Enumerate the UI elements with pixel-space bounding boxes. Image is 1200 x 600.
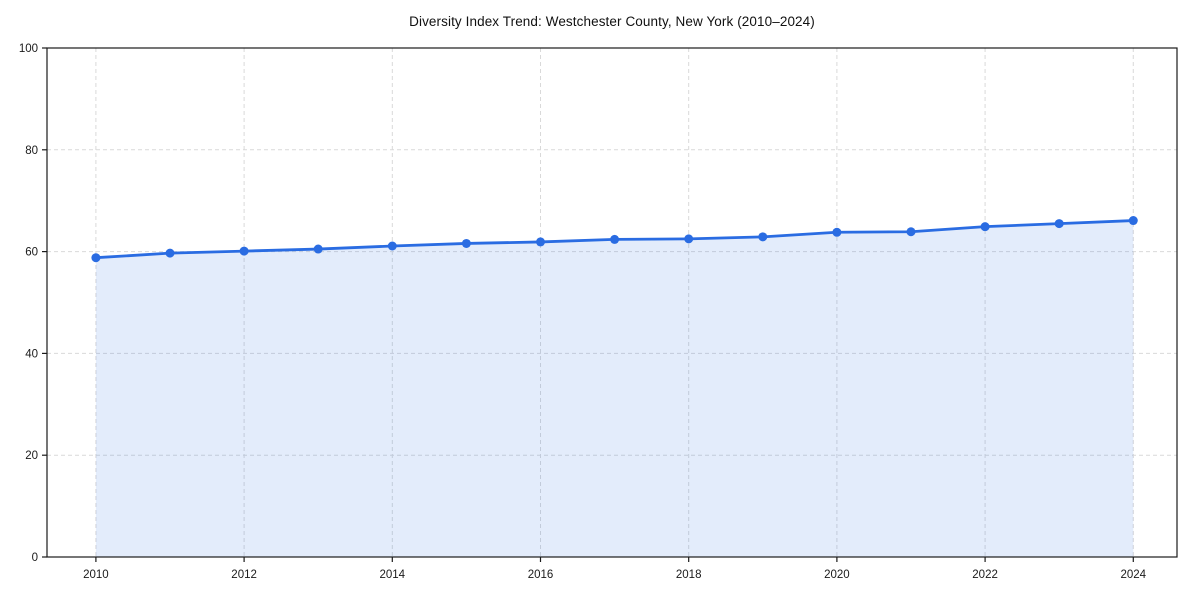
y-axis-tick-label: 20 bbox=[25, 450, 38, 462]
x-axis-tick-label: 2012 bbox=[231, 569, 257, 581]
x-axis-tick-label: 2018 bbox=[676, 569, 702, 581]
data-point bbox=[165, 248, 175, 258]
y-axis-tick-label: 100 bbox=[19, 43, 38, 55]
data-point bbox=[684, 234, 694, 244]
data-point bbox=[832, 227, 842, 237]
data-point bbox=[758, 232, 768, 242]
data-point bbox=[1128, 216, 1138, 226]
chart-title: Diversity Index Trend: Westchester Count… bbox=[409, 14, 815, 29]
y-axis-tick-label: 80 bbox=[25, 145, 38, 157]
x-axis-tick-label: 2024 bbox=[1120, 569, 1146, 581]
data-point bbox=[1054, 219, 1064, 229]
x-axis-tick-label: 2014 bbox=[380, 569, 406, 581]
x-axis-tick-label: 2020 bbox=[824, 569, 850, 581]
area-fill bbox=[95, 220, 1134, 557]
y-axis-tick-label: 60 bbox=[25, 247, 38, 259]
data-point bbox=[387, 241, 397, 251]
x-axis-tick-label: 2010 bbox=[83, 569, 109, 581]
data-point bbox=[461, 238, 471, 248]
plot-frame bbox=[46, 47, 1178, 558]
data-point bbox=[980, 222, 990, 232]
data-point bbox=[610, 234, 620, 244]
x-axis-tick-label: 2022 bbox=[972, 569, 998, 581]
data-point bbox=[535, 237, 545, 247]
data-point bbox=[906, 227, 916, 237]
data-point bbox=[239, 246, 249, 256]
data-point bbox=[91, 253, 101, 263]
data-point bbox=[313, 244, 323, 254]
y-axis-tick-label: 40 bbox=[25, 348, 38, 360]
x-axis-tick-label: 2016 bbox=[528, 569, 554, 581]
y-axis-tick-label: 0 bbox=[32, 552, 38, 564]
